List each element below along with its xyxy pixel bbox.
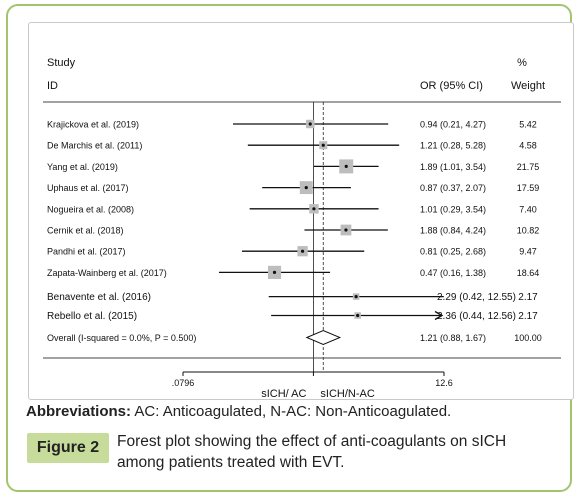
or-ci-text: 1.01 (0.29, 3.54) xyxy=(420,204,486,214)
point-estimate xyxy=(356,313,360,318)
study-label: Rebello et al. (2015) xyxy=(47,311,137,322)
or-ci-text: 1.88 (0.84, 4.24) xyxy=(420,226,486,236)
point-estimate xyxy=(321,143,325,147)
header-study: Study xyxy=(47,57,76,69)
weight-text: 17.59 xyxy=(517,183,540,193)
forest-plot-svg: Study ID OR (95% CI)% Weight Krajickova et a… xyxy=(43,57,561,400)
study-label: Cernik et al. (2018) xyxy=(47,226,124,236)
study-label: Krajickova et al. (2019) xyxy=(47,120,139,130)
or-ci-text: 1.21 (0.28, 5.28) xyxy=(420,141,486,151)
point-estimate xyxy=(312,207,316,211)
study-label: Benavente et al. (2016) xyxy=(47,292,151,303)
abbreviations: Abbreviations: AC: Anticoagulated, N-AC:… xyxy=(26,403,451,420)
header-weight-percent: % xyxy=(517,57,527,69)
weight-text: 2.17 xyxy=(518,292,538,303)
point-estimate xyxy=(300,249,305,253)
study-label: De Marchis et al. (2011) xyxy=(47,141,142,151)
weight-text: 5.42 xyxy=(519,120,537,130)
overall-label: Overall (I-squared = 0.0%, P = 0.500) xyxy=(47,333,196,343)
header-id: ID xyxy=(47,80,58,92)
study-label: Uphaus et al. (2017) xyxy=(47,183,129,193)
x-tick-label: 12.6 xyxy=(435,378,453,388)
weight-text: 4.58 xyxy=(519,141,537,151)
forest-plot: Study ID OR (95% CI)% Weight Krajickova et a… xyxy=(28,22,574,400)
point-estimate xyxy=(344,164,348,168)
weight-text: 18.64 xyxy=(517,268,540,278)
overall-ci-text: 1.21 (0.88, 1.67) xyxy=(420,333,486,343)
weight-text: 2.17 xyxy=(518,311,538,322)
header-effect: OR (95% CI) xyxy=(420,80,483,92)
ci-arrow xyxy=(434,310,444,321)
weight-text: 9.47 xyxy=(519,247,537,257)
overall-weight-text: 100.00 xyxy=(514,333,542,343)
point-estimate xyxy=(354,295,358,299)
favours-right: sICH/N-AC xyxy=(320,388,374,400)
abbreviations-text: AC: Anticoagulated, N-AC: Non-Anticoagul… xyxy=(131,403,452,420)
favours-left: sICH/ AC xyxy=(261,388,306,400)
figure-label: Figure 2 xyxy=(27,433,109,463)
overall-diamond xyxy=(305,329,342,346)
study-label: Pandhi et al. (2017) xyxy=(47,247,126,257)
header-weight: Weight xyxy=(511,80,545,92)
point-estimate xyxy=(304,186,308,190)
study-label: Yang et al. (2019) xyxy=(47,162,118,172)
weight-text: 10.82 xyxy=(517,226,540,236)
figure-frame: Study ID OR (95% CI)% Weight Krajickova et a… xyxy=(6,4,574,492)
or-ci-text: 0.81 (0.25, 2.68) xyxy=(420,247,486,257)
weight-text: 7.40 xyxy=(519,204,537,214)
point-estimate xyxy=(344,228,348,232)
or-ci-text: 2.36 (0.44, 12.56) xyxy=(437,311,516,322)
or-ci-text: 0.94 (0.21, 4.27) xyxy=(420,120,486,130)
point-estimate xyxy=(308,122,312,126)
figure-caption: Forest plot showing the effect of anti-c… xyxy=(117,433,507,471)
abbreviations-title: Abbreviations: xyxy=(26,403,132,420)
or-ci-text: 0.87 (0.37, 2.07) xyxy=(420,183,486,193)
x-tick-label: .0796 xyxy=(172,378,195,388)
study-label: Nogueira et al. (2008) xyxy=(47,204,134,214)
or-ci-text: 2.29 (0.42, 12.55) xyxy=(437,292,516,303)
or-ci-text: 1.89 (1.01, 3.54) xyxy=(420,162,486,172)
study-label: Zapata-Wainberg et al. (2017) xyxy=(47,268,167,278)
or-ci-text: 0.47 (0.16, 1.38) xyxy=(420,268,486,278)
weight-text: 21.75 xyxy=(517,162,540,172)
point-estimate xyxy=(272,270,277,274)
